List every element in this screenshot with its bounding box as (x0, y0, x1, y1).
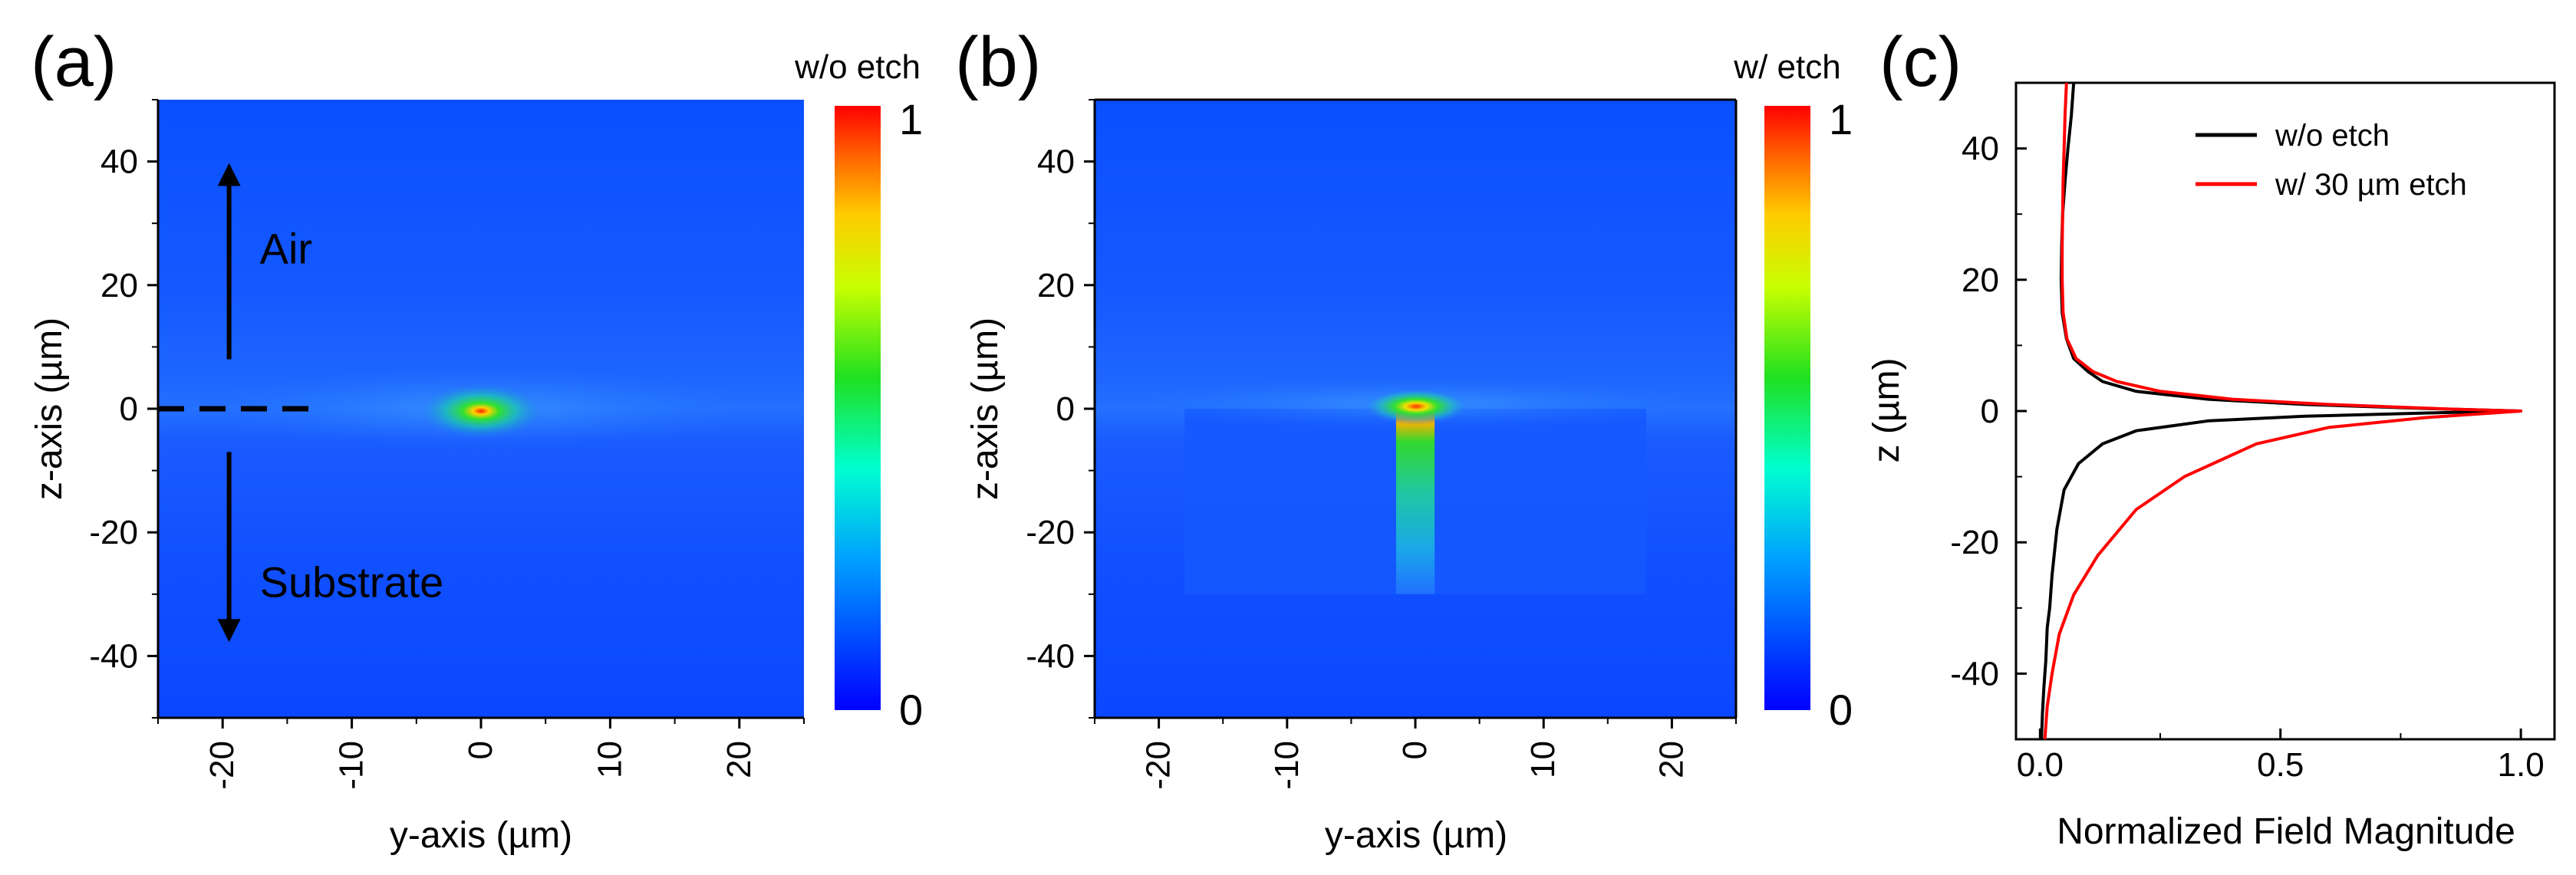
colorbar-b (1764, 106, 1810, 710)
panel-label-a: (a) (31, 23, 117, 101)
legend-label-wo-etch: w/o etch (2275, 119, 2390, 153)
x-tick-label-a: -20 (203, 741, 241, 790)
x-ticks-c: 0.0 0.5 1.0 (2017, 729, 2545, 784)
y-ticks-a: 40 20 0 -20 -40 (89, 99, 158, 719)
y-tick-label-a: 0 (120, 390, 138, 428)
legend-c: w/o etch w/ 30 µm etch (2196, 119, 2467, 202)
x-axis-title-a: y-axis (µm) (390, 815, 572, 856)
x-ticks-a: -20 -10 0 10 20 (157, 718, 805, 790)
panel-c: 0.0 0.5 1.0 40 20 0 -20 -40 w/o etch w/ 30 µm … (1866, 23, 2556, 852)
x-tick-label-a: -10 (333, 741, 371, 790)
y-tick-label-b: -20 (1026, 514, 1075, 551)
y-tick-label-c: 40 (1962, 130, 1999, 168)
y-tick-label-c: 20 (1962, 262, 1999, 299)
substrate-label: Substrate (260, 558, 444, 607)
series-line-1 (2043, 82, 2523, 740)
x-tick-label-a: 20 (720, 741, 758, 778)
y-tick-label-a: -40 (89, 637, 138, 675)
heatmap-b-field-spot (1362, 388, 1470, 425)
x-tick-label-c: 0.0 (2017, 746, 2064, 784)
y-tick-label-b: -40 (1026, 637, 1075, 675)
x-axis-title-c: Normalized Field Magnitude (2057, 811, 2515, 852)
y-axis-title-c: z (µm) (1866, 358, 1907, 463)
legend-label-w-etch: w/ 30 µm etch (2275, 168, 2467, 202)
y-axis-title-a: z-axis (µm) (29, 317, 70, 500)
panel-label-b: (b) (955, 23, 1041, 101)
y-tick-label-c: 0 (1981, 393, 1999, 430)
y-tick-label-c: -20 (1950, 524, 1999, 561)
x-axis-title-b: y-axis (µm) (1325, 815, 1507, 856)
y-tick-label-b: 20 (1037, 267, 1075, 304)
x-tick-label-c: 0.5 (2257, 746, 2304, 784)
air-label: Air (260, 224, 312, 272)
series-lines-c (2040, 82, 2523, 740)
y-tick-label-a: 20 (100, 267, 138, 304)
colorbar-a-max-label: 1 (899, 95, 923, 143)
x-tick-label-b: 10 (1524, 741, 1562, 778)
y-tick-label-b: 40 (1037, 143, 1075, 181)
y-axis-title-b: z-axis (µm) (965, 317, 1006, 500)
colorbar-a-title: w/o etch (794, 48, 921, 86)
colorbar-a-min-label: 0 (899, 686, 923, 734)
x-tick-label-a: 10 (591, 741, 628, 778)
y-tick-label-a: 40 (100, 143, 138, 181)
x-ticks-b: -20 -10 0 10 20 (1094, 718, 1737, 790)
waveguide-channel (1395, 409, 1435, 594)
y-tick-label-b: 0 (1056, 390, 1075, 428)
x-tick-label-a: 0 (462, 741, 499, 759)
x-tick-label-b: -20 (1140, 741, 1178, 790)
colorbar-b-max-label: 1 (1829, 95, 1853, 143)
x-tick-label-b: -10 (1268, 741, 1306, 790)
colorbar-a (835, 106, 881, 710)
colorbar-b-title: w/ etch (1733, 48, 1840, 86)
y-ticks-b: 40 20 0 -20 -40 (1026, 99, 1095, 719)
panel-label-c: (c) (1879, 23, 1962, 101)
colorbar-b-min-label: 0 (1829, 686, 1853, 734)
x-tick-label-c: 1.0 (2498, 746, 2545, 784)
x-tick-label-b: 20 (1652, 741, 1690, 778)
heatmap-a-field-spot (416, 382, 546, 440)
y-ticks-c: 40 20 0 -20 -40 (1950, 130, 2027, 692)
axes-b: -20 -10 0 10 20 40 20 0 -20 -40 (1026, 98, 1738, 790)
y-tick-label-c: -40 (1950, 655, 1999, 692)
y-tick-label-a: -20 (89, 514, 138, 551)
x-tick-label-b: 0 (1396, 741, 1434, 759)
